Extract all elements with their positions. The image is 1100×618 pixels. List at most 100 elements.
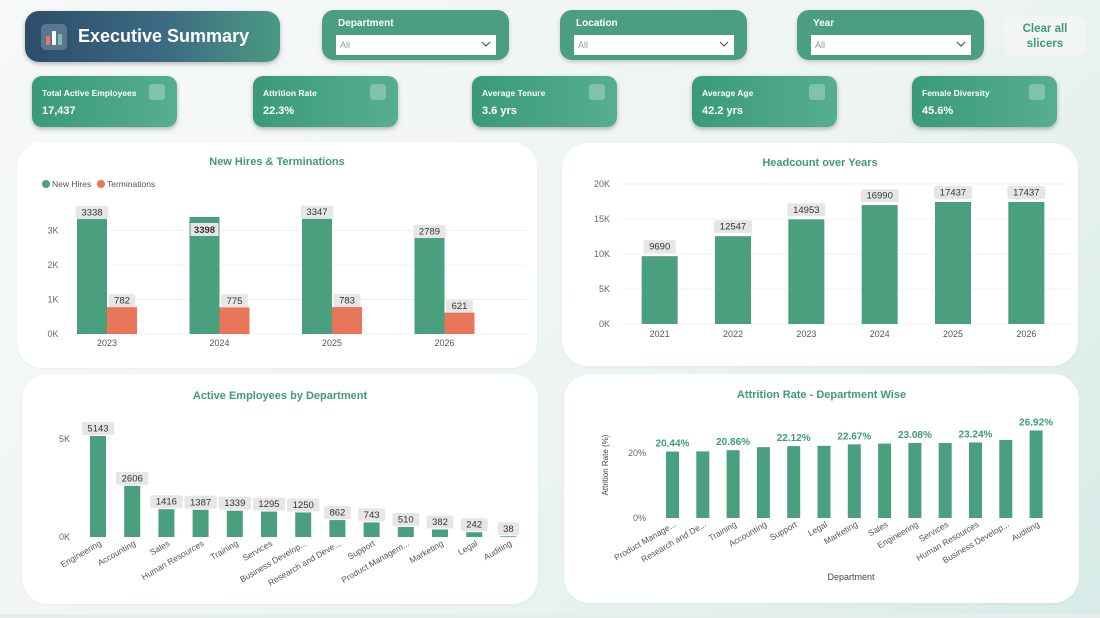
x-tick-label: Support — [768, 519, 799, 543]
location-slicer[interactable]: Location All — [560, 10, 747, 60]
bar-new-hires — [302, 218, 332, 334]
x-tick-label: 2026 — [434, 338, 454, 348]
bar-attrition — [726, 450, 740, 518]
chevron-down-icon — [719, 41, 729, 47]
data-label-terminations: 621 — [452, 301, 468, 312]
data-label-department-bg — [287, 498, 320, 512]
year-dropdown[interactable]: All — [811, 35, 971, 55]
data-label-terminations-bg — [446, 299, 473, 313]
chart-title: New Hires & Terminations — [209, 156, 345, 168]
y-tick-label: 0K — [59, 532, 70, 542]
data-label-new-hires: 3347 — [306, 207, 327, 218]
bar-headcount — [861, 205, 898, 324]
bar-department — [397, 526, 414, 537]
year-slicer[interactable]: Year All — [797, 10, 984, 60]
bar-attrition — [666, 451, 679, 518]
data-label-department-bg — [252, 497, 286, 511]
data-label-department: 862 — [329, 508, 345, 519]
kpi-label: Average Age — [702, 88, 754, 98]
kpi-female-diversity: Female Diversity 45.6% — [912, 76, 1057, 127]
bar-attrition — [999, 440, 1013, 518]
kpi-value: 3.6 yrs — [482, 105, 517, 117]
data-label-headcount: 17437 — [940, 187, 966, 198]
bar-attrition — [817, 445, 831, 518]
data-label-attrition: 23.24% — [959, 429, 993, 440]
kpi-value: 45.6% — [922, 105, 954, 117]
attrition-department-card: Attrition Rate - Department Wise 20% 0% At… — [564, 374, 1079, 603]
data-label-headcount: 16990 — [866, 191, 892, 202]
slicer-value: All — [340, 40, 351, 50]
chart-title: Attrition Rate - Department Wise — [736, 389, 907, 401]
y-axis-label: Attrition Rate (%) — [601, 434, 610, 495]
bar-department — [124, 485, 141, 537]
data-label-headcount: 14953 — [793, 205, 819, 216]
data-label-department: 382 — [432, 517, 448, 528]
department-slicer[interactable]: Department All — [322, 10, 509, 60]
data-label-department: 242 — [466, 520, 482, 531]
chevron-down-icon — [956, 41, 966, 47]
x-tick-label: 2023 — [796, 329, 816, 339]
calendar-icon — [809, 84, 825, 100]
bar-headcount — [935, 201, 971, 324]
headcount-chart: 0K 5K 10K 15K 20K 9690 2021 12547 2022 14953 2023 1… — [594, 179, 1070, 339]
legend-marker-new-hires — [42, 180, 50, 188]
data-label-department-bg — [150, 495, 183, 509]
bar-department — [295, 512, 312, 537]
slicer-value: All — [578, 40, 589, 50]
x-axis-label: Department — [827, 572, 875, 582]
data-label-attrition: 20.44% — [656, 439, 690, 450]
employees-by-department-card: Active Employees by Department 5K 0K 5143 E… — [22, 374, 538, 604]
data-label-headcount: 12547 — [720, 222, 746, 233]
x-tick-label: 2025 — [943, 329, 963, 339]
bar-department — [329, 520, 346, 537]
envelope-icon — [370, 84, 386, 100]
legend-label-terminations: Terminations — [107, 179, 155, 189]
kpi-average-age: Average Age 42.2 yrs — [692, 76, 837, 127]
data-label-new-hires: 3338 — [81, 208, 102, 219]
kpi-value: 42.2 yrs — [702, 105, 743, 117]
bar-attrition — [969, 442, 982, 518]
kpi-value: 17,437 — [42, 105, 76, 117]
clear-all-slicers-button[interactable]: Clear all slicers — [1004, 16, 1086, 56]
data-label-attrition: 22.67% — [837, 431, 871, 442]
headcount-card: Headcount over Years 0K 5K 10K 15K 20K 9690 20… — [562, 143, 1078, 366]
bar-department — [466, 532, 483, 537]
data-label-department-bg — [116, 471, 149, 485]
data-label-headcount-bg — [934, 185, 972, 199]
legend-label-new-hires: New Hires — [52, 179, 91, 189]
data-label-attrition: 26.92% — [1019, 418, 1053, 429]
y-tick-label: 20% — [628, 448, 646, 458]
data-label-terminations: 775 — [227, 296, 243, 307]
x-tick-label: Auditing — [482, 538, 514, 562]
y-tick-label: 2K — [47, 260, 58, 270]
data-label-department: 743 — [364, 510, 380, 521]
kpi-label: Attrition Rate — [263, 88, 317, 98]
kpi-label: Average Tenure — [482, 88, 546, 98]
x-tick-label: Sales — [148, 538, 171, 557]
x-tick-label: Auditing — [1009, 519, 1041, 543]
department-dropdown[interactable]: All — [336, 35, 496, 55]
bar-department — [500, 536, 517, 537]
bar-new-hires — [189, 216, 220, 334]
bar-headcount — [1008, 201, 1045, 324]
data-label-department-bg — [81, 422, 115, 435]
female-icon — [1029, 84, 1045, 100]
bar-department — [432, 529, 448, 537]
chart-title: Active Employees by Department — [192, 390, 368, 402]
slicer-value: All — [815, 40, 826, 50]
chevron-down-icon — [481, 41, 491, 47]
page-title: Executive Summary — [78, 26, 250, 46]
bar-headcount — [641, 256, 678, 324]
x-tick-label: Engineering — [59, 538, 104, 569]
x-tick-label: 2024 — [870, 329, 890, 339]
data-label-headcount-bg — [787, 203, 826, 217]
bar-attrition — [696, 451, 710, 518]
data-label-bg — [190, 222, 219, 236]
x-tick-label: Training — [208, 538, 240, 562]
bar-attrition — [1029, 430, 1043, 518]
slicer-label: Year — [813, 18, 835, 29]
data-label-terminations: 783 — [339, 296, 355, 307]
location-dropdown[interactable]: All — [574, 35, 734, 55]
people-icon — [149, 84, 165, 100]
x-tick-label: 2024 — [209, 338, 229, 348]
